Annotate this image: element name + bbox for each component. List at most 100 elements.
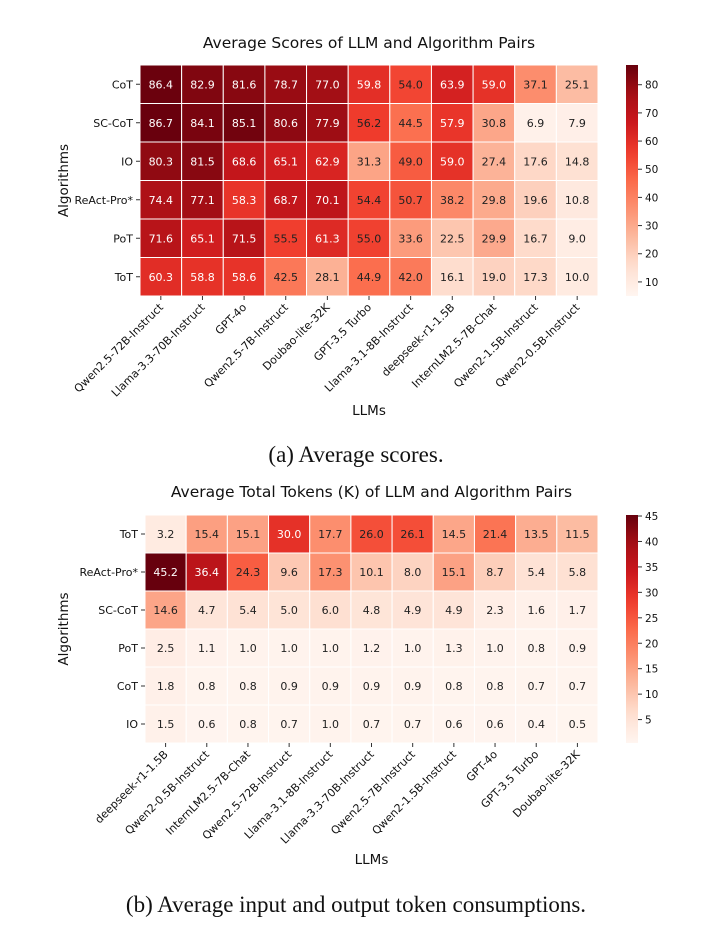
score-cell <box>472 218 516 258</box>
score-cell-value: 10.8 <box>565 194 590 207</box>
score-cell-value: 9.0 <box>568 232 586 245</box>
tokens-cell-value: 24.3 <box>236 566 261 579</box>
tokens-cell-value: 1.0 <box>322 642 340 655</box>
score-cell <box>555 64 599 104</box>
tokens-cell-value: 0.9 <box>404 680 422 693</box>
tokens-cell-value: 1.7 <box>569 604 587 617</box>
score-cell <box>389 218 432 258</box>
tokens-cell-value: 0.9 <box>322 680 340 693</box>
tokens-cell <box>391 628 434 668</box>
tokens-colorbar-tick-label: 45 <box>645 511 658 523</box>
tokens-y-tick-label: CoT <box>117 680 138 693</box>
tokens-cell-value: 8.7 <box>486 566 504 579</box>
score-cell-value: 59.0 <box>440 155 465 168</box>
tokens-colorbar-tick-label: 10 <box>645 689 658 701</box>
score-cell <box>222 218 266 258</box>
tokens-cell <box>391 666 434 706</box>
score-cell-value: 16.1 <box>440 271 465 284</box>
tokens-cell <box>473 590 517 630</box>
tokens-cell <box>185 628 228 668</box>
tokens-cell <box>309 628 352 668</box>
score-cell <box>430 103 474 143</box>
tokens-cell <box>556 514 599 554</box>
score-cell-value: 84.1 <box>190 117 215 130</box>
score-cell-value: 42.5 <box>273 271 298 284</box>
score-colorbar-tick-label: 30 <box>645 221 658 233</box>
tokens-x-axis-label: LLMs <box>355 852 389 868</box>
score-cell-value: 30.8 <box>482 117 507 130</box>
score-cell-value: 59.8 <box>357 78 382 91</box>
tokens-cell-value: 0.7 <box>280 718 298 731</box>
score-cell-value: 58.8 <box>190 271 215 284</box>
tokens-cell <box>144 514 187 554</box>
tokens-cell <box>556 590 599 630</box>
tokens-cell-value: 0.7 <box>527 680 545 693</box>
tokens-y-axis-label: Algorithms <box>56 592 72 665</box>
score-y-tick-label: SC-CoT <box>93 117 133 130</box>
tokens-title: Average Total Tokens (K) of LLM and Algo… <box>171 483 572 501</box>
tokens-cell <box>309 514 352 554</box>
score-title: Average Scores of LLM and Algorithm Pair… <box>203 34 535 52</box>
tokens-cell-value: 1.0 <box>239 642 257 655</box>
score-cell <box>514 103 557 143</box>
tokens-y-tick-label: PoT <box>118 642 138 655</box>
tokens-cell-value: 26.1 <box>400 528 425 541</box>
score-cell <box>555 141 599 181</box>
score-cell <box>139 257 183 297</box>
tokens-cell-value: 15.1 <box>442 566 467 579</box>
tokens-cell-value: 0.8 <box>239 680 257 693</box>
score-cell-value: 61.3 <box>315 232 340 245</box>
score-cell-value: 68.7 <box>273 194 298 207</box>
tokens-cell <box>473 552 517 592</box>
tokens-cell-value: 0.6 <box>198 718 216 731</box>
score-cell-value: 27.4 <box>482 155 507 168</box>
score-cell-value: 63.9 <box>440 78 465 91</box>
average-tokens-heatmap: Average Total Tokens (K) of LLM and Algo… <box>56 483 658 868</box>
tokens-cell-value: 1.0 <box>280 642 298 655</box>
score-cell-value: 56.2 <box>357 117 382 130</box>
tokens-cell <box>226 552 270 592</box>
tokens-colorbar-tick-label: 35 <box>645 562 658 574</box>
score-cell <box>306 141 349 181</box>
score-cell <box>389 103 432 143</box>
tokens-cell-value: 0.7 <box>363 718 381 731</box>
score-cell-value: 54.4 <box>357 194 382 207</box>
tokens-cell <box>350 590 393 630</box>
tokens-cell <box>268 628 311 668</box>
tokens-cell <box>515 704 558 744</box>
tokens-cell <box>473 628 517 668</box>
score-cell <box>306 103 349 143</box>
tokens-cell-value: 17.3 <box>318 566 343 579</box>
score-cell-value: 54.0 <box>398 78 423 91</box>
score-cell-value: 81.6 <box>232 78 257 91</box>
score-cell <box>430 64 474 104</box>
score-cell-value: 42.0 <box>398 271 423 284</box>
tokens-cell <box>268 514 311 554</box>
score-cell-value: 80.3 <box>149 155 174 168</box>
tokens-cell-value: 3.2 <box>157 528 175 541</box>
score-cell-value: 77.0 <box>315 78 340 91</box>
score-cell <box>222 180 266 220</box>
score-cell-value: 78.7 <box>273 78 298 91</box>
score-cell-value: 19.0 <box>482 271 507 284</box>
tokens-cell <box>226 666 270 706</box>
score-cell <box>514 218 557 258</box>
tokens-y-tick-label: IO <box>126 718 138 731</box>
score-cell-value: 50.7 <box>398 194 423 207</box>
tokens-cell-value: 1.2 <box>363 642 381 655</box>
score-y-tick-label: PoT <box>113 232 133 245</box>
tokens-cell <box>350 628 393 668</box>
score-cell-value: 19.6 <box>523 194 548 207</box>
tokens-cell-value: 14.6 <box>153 604 178 617</box>
tokens-cell-value: 4.9 <box>404 604 422 617</box>
score-cell <box>347 218 391 258</box>
score-cell <box>347 257 391 297</box>
tokens-cell-value: 5.4 <box>527 566 545 579</box>
tokens-cell-value: 0.8 <box>445 680 463 693</box>
tokens-cell <box>432 590 475 630</box>
tokens-cell-value: 0.7 <box>404 718 422 731</box>
score-cell-value: 82.9 <box>190 78 215 91</box>
score-cell-value: 77.1 <box>190 194 215 207</box>
score-cell <box>472 180 516 220</box>
score-cell-value: 14.8 <box>565 155 590 168</box>
